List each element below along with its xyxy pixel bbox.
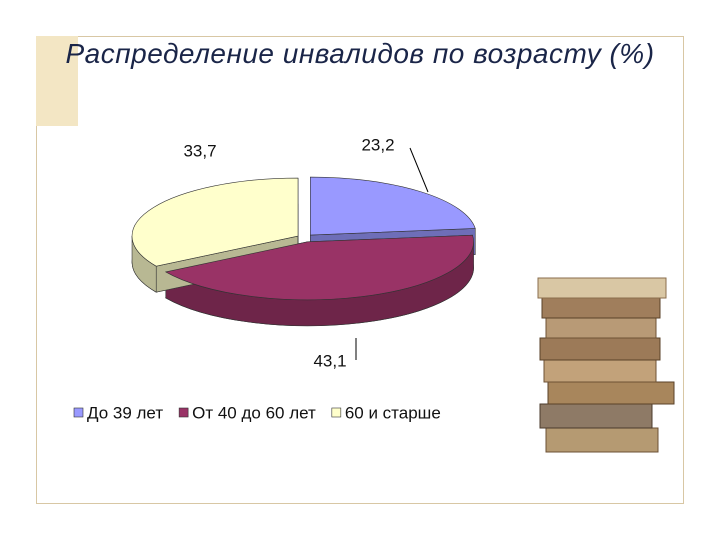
book	[541, 297, 661, 319]
book	[547, 381, 675, 405]
book	[539, 403, 653, 429]
legend-label: До 39 лет	[87, 403, 163, 422]
legend-swatch	[331, 407, 342, 418]
book	[543, 359, 657, 383]
frame	[36, 36, 684, 504]
legend-swatch	[178, 407, 189, 418]
book	[545, 427, 659, 453]
data-label: 43,1	[313, 351, 346, 370]
chart-title: Распределение инвалидов по возрасту (%)	[65, 38, 655, 69]
data-label: 23,2	[361, 135, 394, 154]
leader-line	[409, 147, 429, 193]
legend-label: 60 и старше	[345, 403, 441, 422]
legend-label: От 40 до 60 лет	[192, 403, 316, 422]
data-label: 33,7	[183, 141, 216, 160]
books	[537, 277, 675, 453]
book	[537, 277, 667, 299]
slice	[164, 234, 474, 301]
legend-swatch	[73, 407, 84, 418]
book	[539, 337, 661, 361]
slice	[131, 177, 299, 267]
slice	[310, 176, 476, 236]
decor-strip	[36, 36, 78, 126]
book	[545, 317, 657, 339]
